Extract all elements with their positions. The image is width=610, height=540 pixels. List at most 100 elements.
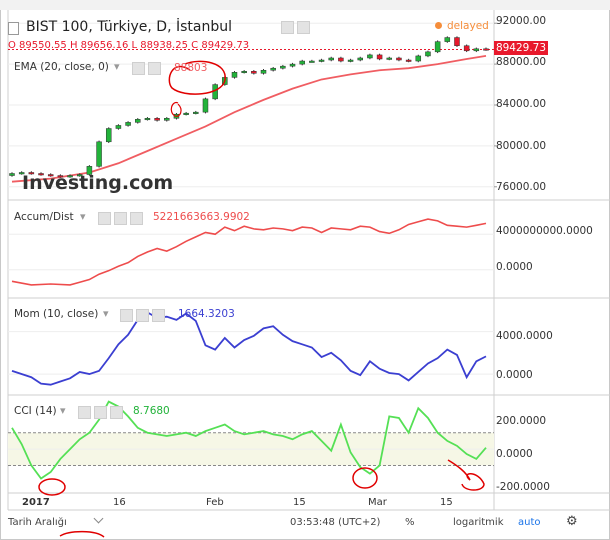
percent-toggle[interactable]: %: [405, 517, 415, 528]
cci-close-icon[interactable]: [110, 406, 123, 419]
top-strip: [0, 0, 610, 10]
collapse-toggle-icon[interactable]: [8, 22, 19, 35]
mom-value: 1664.3203: [178, 308, 235, 320]
candle-body: [260, 69, 267, 74]
candle-body: [425, 51, 431, 57]
candle-body: [444, 37, 451, 42]
cci-visibility-icon[interactable]: [78, 406, 91, 419]
candle-body: [47, 174, 54, 177]
ema-legend-label: EMA (20, close, 0): [14, 61, 109, 73]
time-tick: Mar: [368, 497, 387, 508]
candle-body: [76, 174, 83, 177]
dropdown-arrow-icon[interactable]: ▾: [103, 307, 109, 320]
accum-value: 5221663663.9902: [153, 211, 250, 223]
candle-body: [202, 98, 209, 113]
price-tick: 80000.00: [496, 140, 547, 152]
accum-settings-icon[interactable]: [114, 212, 127, 225]
accum-tick: 4000000000.0000: [496, 225, 593, 237]
dropdown-arrow-icon[interactable]: ▾: [80, 210, 86, 223]
candle-body: [328, 57, 334, 61]
log-toggle[interactable]: logaritmik: [453, 517, 504, 528]
settings-icon[interactable]: [281, 21, 294, 34]
investing-logo: Investing.com: [22, 172, 173, 194]
ema-visibility-icon[interactable]: [132, 62, 145, 75]
chart-settings-icon[interactable]: ⚙: [566, 514, 578, 529]
candle-body: [105, 128, 112, 143]
mom-tick: 0.0000: [496, 369, 533, 381]
candle-body: [405, 59, 412, 62]
accum-visibility-icon[interactable]: [98, 212, 111, 225]
candle-body: [144, 118, 151, 121]
candle-body: [86, 166, 93, 175]
candle-body: [183, 112, 189, 115]
ema-settings-icon[interactable]: [148, 62, 161, 75]
time-tick: 16: [113, 497, 126, 508]
candle-body: [164, 118, 170, 121]
watermark-text: Investing.com: [22, 172, 174, 194]
accum-line: [11, 218, 487, 286]
candle-body: [135, 119, 141, 123]
candle-body: [18, 172, 25, 175]
candle-body: [396, 57, 402, 61]
candle-body: [57, 175, 64, 178]
gear-icon[interactable]: [297, 21, 310, 34]
time-tick: Feb: [206, 497, 224, 508]
time-tick: 2017: [22, 497, 50, 508]
candle-body: [289, 63, 296, 67]
ema-value: 88803: [174, 62, 208, 74]
mom-settings-icon[interactable]: [136, 309, 149, 322]
candle-body: [9, 173, 15, 176]
mom-legend-label: Mom (10, close): [14, 308, 99, 320]
price-tick: 88000.00: [496, 56, 547, 68]
cci-line: [11, 400, 487, 480]
candle-body: [231, 72, 238, 78]
cci-legend-label: CCI (14): [14, 405, 57, 417]
candle-body: [309, 60, 315, 63]
candle-body: [115, 125, 122, 129]
candle-body: [241, 71, 247, 74]
cci-tick: 0.0000: [496, 448, 533, 460]
mom-line: [11, 311, 487, 386]
mom-close-icon[interactable]: [152, 309, 165, 322]
date-range-button[interactable]: Tarih Aralığı: [8, 517, 67, 528]
candle-body: [270, 67, 276, 71]
cci-tick: -200.0000: [496, 481, 550, 493]
candle-body: [386, 57, 393, 60]
candle-body: [483, 48, 489, 51]
candle-body: [96, 141, 102, 167]
candle-body: [251, 71, 257, 74]
candle-body: [338, 57, 344, 62]
accum-close-icon[interactable]: [130, 212, 143, 225]
candle-body: [299, 60, 305, 65]
status-dot-icon: [435, 22, 442, 29]
mom-tick: 4000.0000: [496, 330, 553, 342]
mom-visibility-icon[interactable]: [120, 309, 133, 322]
candle-body: [347, 59, 354, 62]
ema-line: [11, 55, 487, 183]
candle-body: [280, 65, 286, 69]
candle-body: [28, 172, 35, 175]
accum-tick: 0.0000: [496, 261, 533, 273]
auto-toggle[interactable]: auto: [518, 517, 541, 528]
candle-body: [463, 45, 470, 52]
annotation-circle-cci-low-1: [38, 478, 66, 496]
candle-body: [454, 37, 460, 46]
candle-body: [318, 59, 325, 62]
annotation-bottom-arc: [59, 530, 105, 538]
candle-body: [67, 175, 73, 178]
cci-settings-icon[interactable]: [94, 406, 107, 419]
candle-body: [154, 118, 160, 121]
dropdown-arrow-icon[interactable]: ▾: [114, 60, 120, 73]
candle-body: [376, 54, 383, 60]
cci-value: 8.7680: [133, 405, 170, 417]
clock-readout: 03:53:48 (UTC+2): [290, 517, 381, 528]
dropdown-arrow-icon[interactable]: ▾: [60, 404, 66, 417]
candle-body: [38, 173, 44, 176]
price-tick: 92000.00: [496, 15, 547, 27]
annotation-scribble: [170, 101, 182, 117]
price-tick: 76000.00: [496, 181, 547, 193]
last-price-tag: 89429.73: [494, 41, 548, 55]
price-tick: 84000.00: [496, 98, 547, 110]
